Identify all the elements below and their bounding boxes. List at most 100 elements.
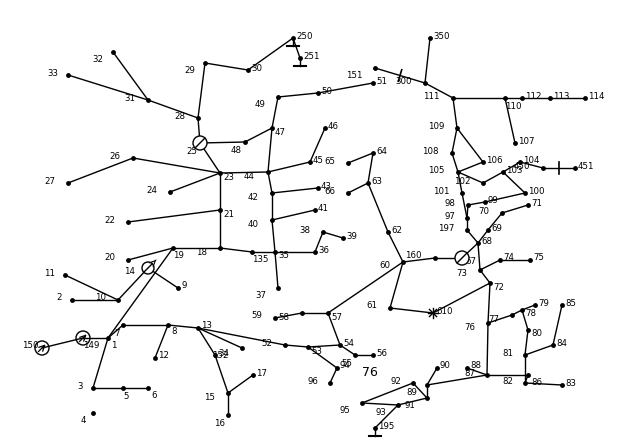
- Text: 76: 76: [464, 323, 475, 331]
- Text: 9: 9: [181, 282, 187, 290]
- Text: 46: 46: [328, 121, 339, 131]
- Text: 7: 7: [114, 329, 120, 337]
- Text: 52: 52: [261, 338, 272, 348]
- Text: 18: 18: [196, 247, 207, 257]
- Text: 49: 49: [254, 99, 265, 109]
- Text: 195: 195: [378, 422, 394, 430]
- Text: 74: 74: [503, 253, 514, 263]
- Text: 43: 43: [321, 181, 332, 191]
- Text: 62: 62: [391, 225, 402, 235]
- Text: 34: 34: [218, 348, 229, 357]
- Text: 51: 51: [376, 77, 387, 85]
- Text: 88: 88: [470, 362, 481, 370]
- Text: 112: 112: [525, 92, 541, 100]
- Text: 250: 250: [296, 32, 313, 40]
- Text: 80: 80: [531, 330, 542, 338]
- Text: 17: 17: [256, 368, 267, 378]
- Text: 5: 5: [123, 392, 129, 400]
- Text: 108: 108: [423, 147, 439, 155]
- Text: 6: 6: [151, 391, 156, 400]
- Text: 28: 28: [174, 111, 185, 121]
- Text: 14: 14: [124, 268, 135, 276]
- Text: 19: 19: [173, 252, 184, 260]
- Circle shape: [142, 262, 154, 274]
- Text: 610: 610: [436, 307, 452, 315]
- Text: 63: 63: [371, 176, 382, 186]
- Text: 36: 36: [318, 246, 329, 254]
- Text: 29: 29: [184, 66, 195, 74]
- Text: 87: 87: [464, 368, 475, 378]
- Text: 27: 27: [44, 176, 55, 186]
- Text: 68: 68: [481, 237, 492, 246]
- Text: 26: 26: [109, 151, 120, 161]
- Text: 8: 8: [171, 327, 177, 337]
- Text: 72: 72: [493, 282, 504, 291]
- Text: 95: 95: [339, 406, 350, 414]
- Text: 59: 59: [251, 312, 262, 320]
- Text: 30: 30: [251, 63, 262, 73]
- Text: 47: 47: [275, 128, 286, 136]
- Text: 39: 39: [346, 231, 357, 241]
- Text: 100: 100: [528, 187, 544, 195]
- Text: 50: 50: [321, 87, 332, 95]
- Text: 81: 81: [502, 348, 513, 357]
- Text: 110: 110: [505, 102, 522, 110]
- Text: 85: 85: [565, 298, 576, 308]
- Text: 44: 44: [244, 172, 255, 180]
- Text: 35: 35: [278, 252, 289, 260]
- Text: 90: 90: [440, 362, 451, 370]
- Text: 12: 12: [158, 352, 169, 360]
- Text: 64: 64: [376, 147, 387, 155]
- Text: 40: 40: [248, 220, 259, 228]
- Text: 2: 2: [56, 293, 62, 303]
- Text: 73: 73: [456, 269, 467, 279]
- Text: 56: 56: [376, 348, 387, 357]
- Text: 300: 300: [396, 77, 412, 85]
- Text: 106: 106: [486, 155, 502, 165]
- Text: 76: 76: [362, 366, 378, 378]
- Text: 102: 102: [454, 176, 471, 186]
- Text: 24: 24: [146, 186, 157, 194]
- Text: 101: 101: [433, 187, 450, 195]
- Text: 78: 78: [525, 309, 536, 319]
- Text: 1: 1: [111, 341, 117, 349]
- Text: 75: 75: [533, 253, 544, 263]
- Text: 450: 450: [514, 161, 530, 171]
- Text: 109: 109: [428, 121, 444, 131]
- Text: 58: 58: [278, 312, 289, 322]
- Text: 20: 20: [104, 253, 115, 263]
- Text: 149: 149: [83, 341, 99, 351]
- Text: 92: 92: [390, 377, 401, 385]
- Text: 37: 37: [255, 290, 266, 300]
- Text: 107: 107: [518, 136, 535, 146]
- Text: 38: 38: [299, 225, 310, 235]
- Text: 150: 150: [22, 341, 39, 349]
- Text: 33: 33: [47, 69, 58, 77]
- Text: 31: 31: [124, 94, 135, 103]
- Text: 13: 13: [201, 322, 212, 330]
- Text: 111: 111: [423, 92, 440, 100]
- Text: 16: 16: [214, 418, 225, 428]
- Text: 45: 45: [313, 155, 324, 165]
- Text: 91: 91: [404, 400, 415, 410]
- Text: 105: 105: [428, 165, 445, 175]
- Text: 96: 96: [307, 377, 318, 385]
- Text: 15: 15: [204, 392, 215, 401]
- Text: 25: 25: [186, 147, 197, 155]
- Text: 54: 54: [343, 338, 354, 348]
- Text: 69: 69: [491, 224, 502, 232]
- Text: 71: 71: [531, 198, 542, 208]
- Text: 89: 89: [406, 388, 417, 396]
- Text: 99: 99: [488, 195, 499, 205]
- Text: 61: 61: [366, 301, 377, 311]
- Text: 152: 152: [213, 351, 229, 359]
- Circle shape: [455, 251, 469, 265]
- Text: 4: 4: [80, 415, 86, 425]
- Text: 160: 160: [405, 252, 422, 260]
- Text: 114: 114: [588, 92, 604, 100]
- Text: 93: 93: [375, 407, 386, 417]
- Text: 79: 79: [538, 298, 549, 308]
- Text: 135: 135: [252, 256, 268, 264]
- Text: 32: 32: [92, 55, 103, 63]
- Text: 84: 84: [556, 338, 567, 348]
